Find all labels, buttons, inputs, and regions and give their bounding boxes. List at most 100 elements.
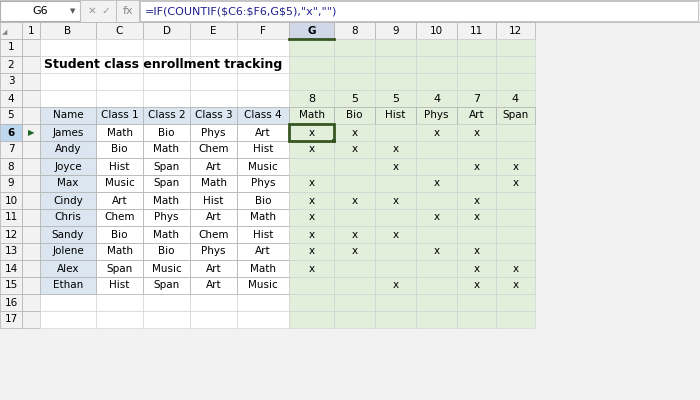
Bar — [237, 209, 289, 226]
Bar — [375, 192, 416, 209]
Bar — [496, 192, 535, 209]
Bar — [289, 141, 334, 158]
Bar — [96, 90, 143, 107]
Text: Music: Music — [104, 178, 134, 188]
Bar — [375, 90, 416, 107]
Text: x: x — [473, 280, 480, 290]
Bar — [496, 243, 535, 260]
Bar — [40, 124, 96, 141]
Bar — [457, 141, 496, 158]
Bar — [237, 141, 289, 158]
Text: Phys: Phys — [202, 128, 225, 138]
Bar — [96, 260, 143, 277]
Text: Chem: Chem — [198, 144, 229, 154]
Text: x: x — [393, 162, 398, 172]
Bar — [237, 192, 289, 209]
Text: x: x — [473, 162, 480, 172]
Bar — [416, 243, 457, 260]
Bar — [457, 192, 496, 209]
Bar — [0, 311, 22, 328]
Bar — [96, 158, 143, 175]
Bar — [416, 22, 457, 39]
Bar — [416, 277, 457, 294]
Bar — [237, 22, 289, 39]
Text: x: x — [512, 280, 519, 290]
Bar — [96, 277, 143, 294]
Bar — [190, 294, 237, 311]
Text: x: x — [309, 212, 314, 222]
Text: x: x — [309, 246, 314, 256]
Bar — [457, 277, 496, 294]
Text: Music: Music — [248, 280, 278, 290]
Bar — [22, 158, 40, 175]
Bar — [496, 158, 535, 175]
Bar — [334, 226, 375, 243]
Bar — [237, 260, 289, 277]
Bar — [96, 311, 143, 328]
Text: x: x — [351, 128, 358, 138]
Bar — [190, 158, 237, 175]
Text: Hist: Hist — [253, 144, 273, 154]
Bar — [334, 158, 375, 175]
Bar — [140, 1, 698, 21]
Text: Math: Math — [106, 246, 132, 256]
Text: 1: 1 — [8, 42, 14, 52]
Bar — [237, 158, 289, 175]
Bar — [96, 39, 143, 56]
Bar — [190, 243, 237, 260]
Bar — [190, 141, 237, 158]
Bar — [289, 243, 334, 260]
Bar — [496, 22, 535, 39]
Bar — [22, 22, 40, 39]
Bar — [375, 192, 416, 209]
Bar — [96, 124, 143, 141]
Bar — [457, 56, 496, 73]
Bar — [416, 73, 457, 90]
Bar — [190, 124, 237, 141]
Text: x: x — [433, 128, 440, 138]
Bar — [416, 56, 457, 73]
Bar — [416, 192, 457, 209]
Bar — [96, 226, 143, 243]
Text: Class 1: Class 1 — [101, 110, 139, 120]
Bar — [457, 107, 496, 124]
Text: Max: Max — [57, 178, 78, 188]
Text: Math: Math — [298, 110, 325, 120]
Text: B: B — [64, 26, 71, 36]
Bar — [496, 158, 535, 175]
Text: 5: 5 — [392, 94, 399, 104]
Bar — [22, 39, 40, 56]
Text: x: x — [473, 196, 480, 206]
Bar — [22, 277, 40, 294]
Bar — [237, 158, 289, 175]
Bar — [334, 277, 375, 294]
Text: x: x — [473, 212, 480, 222]
Text: 9: 9 — [392, 26, 399, 36]
Bar — [237, 226, 289, 243]
Text: Class 4: Class 4 — [244, 110, 282, 120]
Bar — [0, 22, 22, 39]
Bar — [496, 192, 535, 209]
Bar — [457, 124, 496, 141]
Bar — [190, 107, 237, 124]
Bar — [334, 243, 375, 260]
Text: 4: 4 — [512, 94, 519, 104]
Text: x: x — [309, 196, 314, 206]
Bar — [96, 243, 143, 260]
Text: Phys: Phys — [202, 246, 225, 256]
Bar — [190, 209, 237, 226]
Bar — [289, 90, 334, 107]
Bar — [40, 226, 96, 243]
Bar — [416, 209, 457, 226]
Bar — [190, 260, 237, 277]
Bar — [237, 107, 289, 124]
Text: x: x — [473, 264, 480, 274]
Bar — [334, 260, 375, 277]
Bar — [190, 209, 237, 226]
Bar — [143, 141, 190, 158]
Bar — [416, 158, 457, 175]
Bar — [237, 90, 289, 107]
Bar — [375, 311, 416, 328]
Bar — [375, 294, 416, 311]
Bar — [496, 277, 535, 294]
